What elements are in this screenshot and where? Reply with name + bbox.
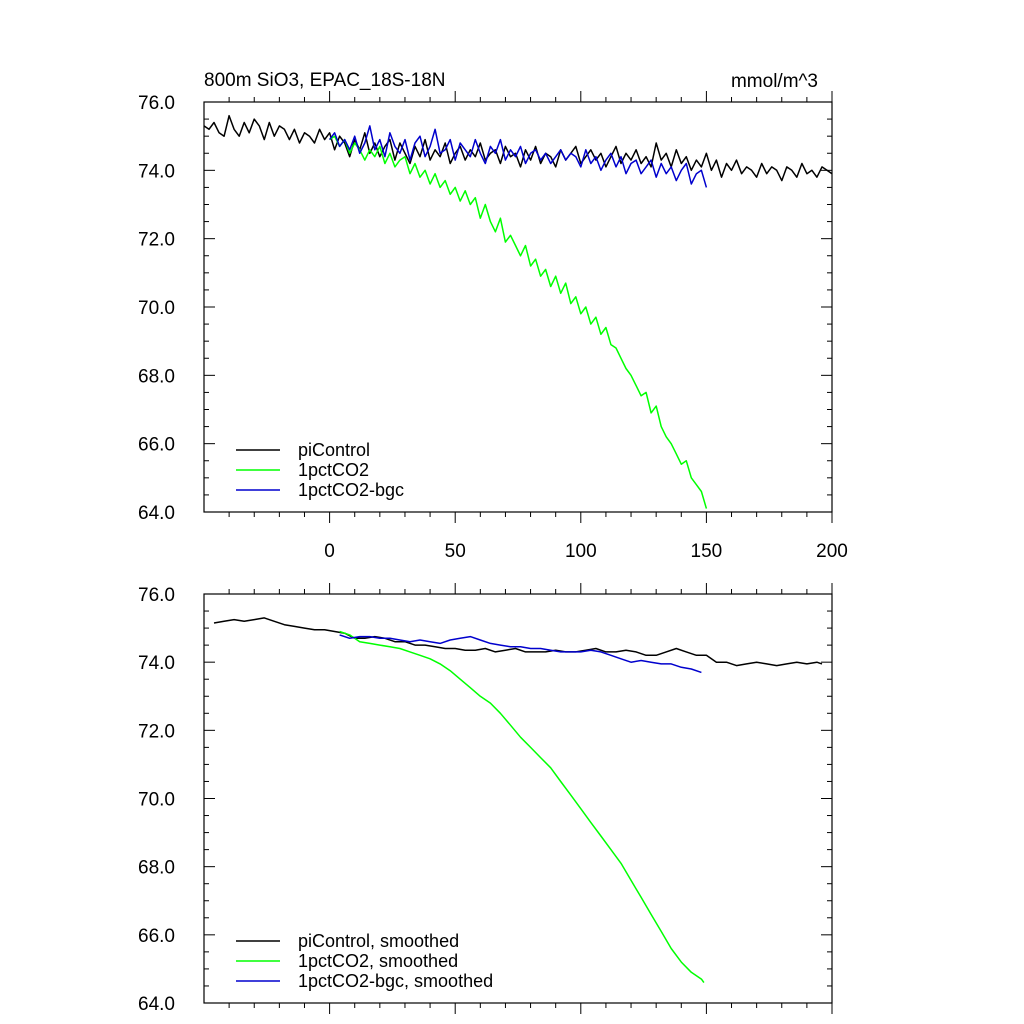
top-panel: 64.0 66.0 68.0 70.0 72.0 74.0 76.0 0 50 100 150 200… [138,91,848,562]
legend-label: 1pctCO2-bgc [298,480,404,500]
y-tick-label: 76.0 [138,585,175,606]
series-line [328,125,708,188]
y-tick-label: 64.0 [138,994,175,1015]
y-tick-label: 72.0 [138,230,175,251]
y-tick-label: 70.0 [138,790,175,811]
x-tick-label: 50 [445,541,466,562]
y-tick-label: 70.0 [138,298,175,319]
bottom-panel: 64.0 66.0 68.0 70.0 72.0 74.0 76.0 piControl, s… [138,583,833,1015]
series-line [329,135,708,509]
y-tick-label: 68.0 [138,858,175,879]
x-tick-label: 0 [324,541,335,562]
y-tick-label: 66.0 [138,435,175,456]
series-line [203,114,833,182]
x-tick-label: 150 [691,541,723,562]
legend-label: piControl, smoothed [298,931,459,951]
series-line [339,630,705,984]
legend-label: 1pctCO2-bgc, smoothed [298,971,493,991]
x-tick-label: 100 [565,541,597,562]
y-tick-label: 76.0 [138,93,175,114]
y-tick-label: 74.0 [138,653,175,674]
legend-label: piControl [298,440,370,460]
x-tick-label: 200 [816,541,848,562]
legend-label: 1pctCO2 [298,460,369,480]
y-tick-label: 64.0 [138,503,175,524]
figure-units: mmol/m^3 [731,71,818,92]
y-tick-label: 72.0 [138,721,175,742]
series-line [213,617,823,667]
y-tick-label: 74.0 [138,161,175,182]
y-tick-label: 68.0 [138,366,175,387]
figure-title: 800m SiO3, EPAC_18S-18N [204,70,446,91]
legend-label: 1pctCO2, smoothed [298,951,458,971]
y-tick-label: 66.0 [138,926,175,947]
series-line [339,634,702,674]
